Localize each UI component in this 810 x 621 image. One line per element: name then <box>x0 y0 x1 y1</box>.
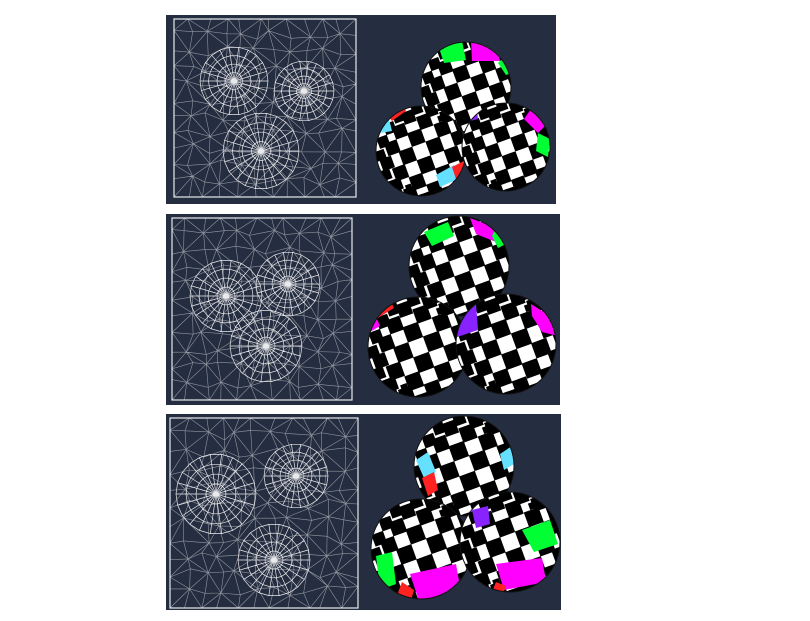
figure-panel-1 <box>166 15 556 204</box>
figure-panel-3 <box>166 414 561 610</box>
uv-mesh-1 <box>173 18 357 198</box>
spheres-render-3 <box>370 415 561 600</box>
figure-panel-2 <box>166 214 560 405</box>
spheres-render-2 <box>367 215 557 398</box>
uv-mesh-2 <box>171 217 353 401</box>
spheres-render-1 <box>375 41 551 197</box>
uv-mesh-3 <box>169 417 359 609</box>
